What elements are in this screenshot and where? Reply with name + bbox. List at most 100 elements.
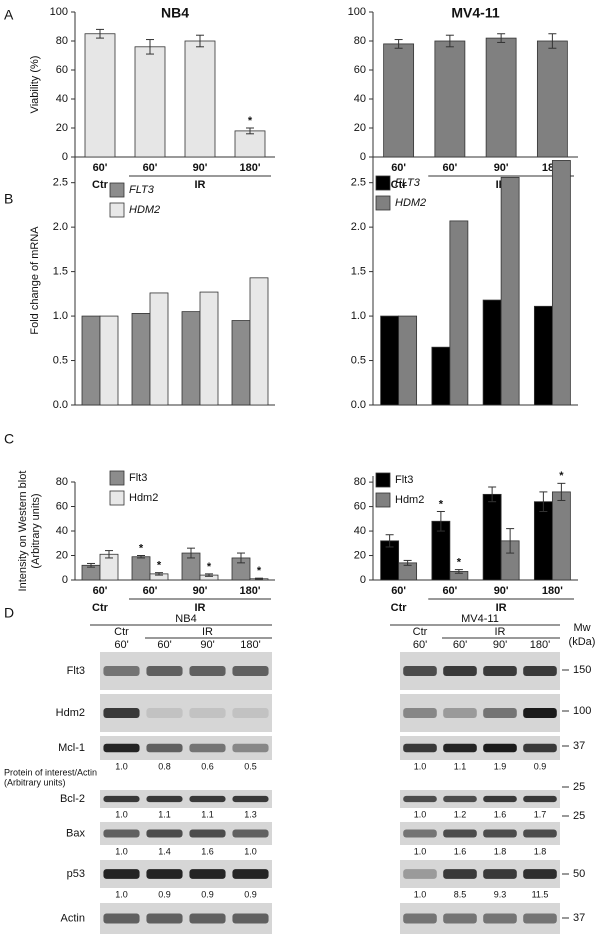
blot-band — [403, 829, 437, 838]
bar — [449, 220, 469, 406]
blot-band — [103, 708, 140, 718]
ratio-value: 1.0 — [414, 846, 427, 856]
y-tick-label: 0.5 — [351, 354, 366, 366]
panel-label: C — [4, 431, 14, 447]
error-bar — [146, 39, 154, 55]
legend-label: Hdm2 — [129, 492, 158, 504]
y-tick-label: 80 — [56, 476, 68, 488]
ratio-value: 1.0 — [414, 889, 427, 899]
ratio-value: 1.9 — [494, 761, 507, 771]
group-label: Ctr — [413, 626, 428, 638]
legend-swatch — [109, 470, 125, 486]
y-tick-label: 20 — [56, 122, 68, 134]
ratio-value: 1.6 — [494, 809, 507, 819]
annotation: * — [457, 557, 462, 569]
error-bar — [385, 534, 394, 548]
blot-band — [523, 869, 557, 879]
legend-label: Flt3 — [395, 474, 413, 486]
group-label: IR — [202, 626, 213, 638]
x-tick-label: 60' — [391, 162, 406, 174]
error-bar — [506, 528, 515, 554]
blot-band — [443, 829, 477, 838]
blot-band — [103, 913, 140, 924]
blot-band — [483, 743, 517, 753]
blot-band — [403, 666, 437, 676]
blot-band — [232, 795, 269, 803]
ratio-value: 1.0 — [414, 809, 427, 819]
row-label: Flt3 — [67, 665, 85, 677]
y-tick-label: 1.0 — [351, 310, 366, 322]
bar — [149, 292, 169, 406]
bar — [134, 46, 166, 158]
y-tick-label: 40 — [354, 93, 366, 105]
x-tick-label: 60' — [442, 162, 457, 174]
lane-label: 180' — [240, 639, 260, 651]
y-tick-label: 0 — [360, 574, 366, 586]
annotation: * — [439, 498, 444, 510]
row-label: Hdm2 — [56, 707, 85, 719]
error-bar — [454, 569, 463, 574]
blot-band — [483, 869, 517, 879]
ratio-value: 1.4 — [158, 846, 171, 856]
blot-band — [403, 913, 437, 924]
error-bar — [246, 127, 254, 135]
bar — [249, 277, 269, 406]
blot-band — [146, 795, 183, 803]
error-bar — [497, 33, 506, 43]
bar — [383, 43, 415, 158]
ratio-value: 1.3 — [244, 809, 257, 819]
blot-band — [443, 795, 477, 803]
group-label: Ctr — [391, 602, 408, 614]
error-bar — [445, 34, 454, 48]
annotation: * — [257, 565, 262, 577]
blot-band — [483, 666, 517, 676]
lane-label: 60' — [114, 639, 128, 651]
legend-label: Flt3 — [129, 472, 147, 484]
blot-band — [146, 829, 183, 838]
blot-band — [103, 743, 140, 753]
y-tick-label: 0 — [62, 574, 68, 586]
mw-label: 37 — [573, 912, 585, 924]
bar — [184, 40, 216, 158]
bar — [398, 315, 418, 406]
bar — [500, 176, 520, 406]
y-tick-label: 2.5 — [53, 177, 68, 189]
blot-band — [189, 869, 226, 879]
blot-title: NB4 — [175, 613, 196, 625]
error-bar — [394, 39, 403, 49]
bar — [431, 346, 451, 406]
blot-band — [523, 666, 557, 676]
blot-band — [103, 795, 140, 803]
x-tick-label: 60' — [391, 585, 406, 597]
x-tick-label: 60' — [442, 585, 457, 597]
legend-swatch — [375, 492, 391, 508]
x-tick-label: 90' — [193, 162, 208, 174]
ratio-value: 1.0 — [115, 846, 128, 856]
group-label: Ctr — [92, 602, 109, 614]
blot-band — [523, 743, 557, 753]
ratio-value: 1.8 — [494, 846, 507, 856]
legend-label: Hdm2 — [395, 494, 424, 506]
error-bar — [205, 573, 213, 577]
y-tick-label: 40 — [56, 93, 68, 105]
y-tick-label: 100 — [50, 6, 68, 18]
bar — [234, 130, 266, 158]
blot-band — [146, 743, 183, 753]
y-tick-label: 2.0 — [351, 221, 366, 233]
ratio-value: 1.8 — [534, 846, 547, 856]
error-bar — [557, 482, 566, 501]
error-bar — [255, 577, 263, 580]
blot-background — [100, 822, 272, 845]
y-tick-label: 0.0 — [351, 399, 366, 411]
y-tick-label: 1.0 — [53, 310, 68, 322]
blot-band — [403, 708, 437, 718]
ratio-value: 1.1 — [201, 809, 214, 819]
error-bar — [96, 28, 104, 39]
blot-band — [523, 913, 557, 924]
blot-band — [483, 913, 517, 924]
mw-label: 100 — [573, 705, 591, 717]
error-bar — [87, 562, 95, 568]
lane-label: 90' — [493, 639, 507, 651]
row-label: Bcl-2 — [60, 793, 85, 805]
